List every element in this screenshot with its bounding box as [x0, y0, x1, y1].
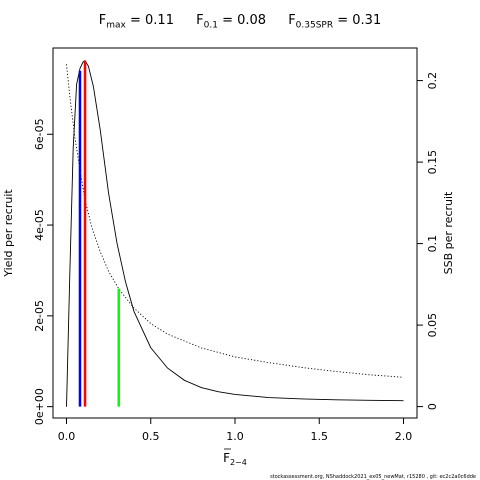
title-fmax: Fmax = 0.11: [99, 13, 174, 31]
reference-line-layer: [78, 60, 120, 407]
y2-tick-label: 0.15: [426, 150, 439, 175]
title-fmax-symbol: F: [98, 13, 107, 28]
y-tick-label: 6e-05: [33, 118, 46, 150]
chart-title: Fmax = 0.11 F0.1 = 0.08 F0.35SPR = 0.31: [0, 13, 480, 31]
y-tick-label: 0e+00: [33, 388, 46, 425]
yield-per-recruit-curve: [66, 60, 404, 407]
x-tick-label: 1.0: [226, 430, 244, 443]
y2-tick-label: 0.2: [426, 72, 439, 90]
y-axis-right: 0 0.05 0.1 0.15 0.2: [417, 72, 439, 410]
footer-source-text: stockassessment.org, NShaddock2021_ex05_…: [270, 474, 476, 480]
curve-layer: [66, 60, 404, 407]
x-tick-label: 2.0: [395, 430, 413, 443]
y2-tick-label: 0.1: [426, 235, 439, 253]
plot-box: [52, 47, 418, 419]
ssb-per-recruit-curve: [66, 64, 404, 378]
title-fmax-subscript: max: [106, 20, 126, 31]
title-f01-symbol: F: [196, 13, 204, 28]
title-f01-subscript: 0.1: [203, 20, 218, 31]
y-tick-label: 2e-05: [33, 300, 46, 332]
y-tick-label: 4e-05: [33, 209, 46, 241]
title-fspr-subscript: 0.35SPR: [295, 20, 334, 31]
x-tick-label: 0.0: [58, 430, 76, 443]
y2-tick-label: 0.05: [426, 313, 439, 338]
y2-tick-label: 0: [426, 403, 439, 410]
title-fmax-value: = 0.11: [125, 13, 174, 28]
y2-axis-label: SSB per recruit: [442, 191, 455, 274]
title-fspr-symbol: F: [288, 13, 296, 28]
x-axis-label: F2−4: [223, 451, 247, 467]
x-axis: 0.0 0.5 1.0 1.5 2.0: [58, 418, 413, 443]
x-axis-label-subscript: 2−4: [230, 458, 247, 467]
x-tick-label: 0.5: [142, 430, 160, 443]
title-fspr-value: = 0.31: [333, 13, 382, 28]
y-axis-label: Yield per recruit: [2, 189, 15, 278]
x-axis-label-symbol: F: [223, 451, 230, 465]
x-tick-label: 1.5: [311, 430, 329, 443]
title-f01: F0.1 = 0.08: [196, 13, 266, 31]
title-f01-value: = 0.08: [217, 13, 267, 28]
y-axis-left: 0e+00 2e-05 4e-05 6e-05: [33, 118, 53, 425]
title-fspr: F0.35SPR = 0.31: [288, 13, 381, 31]
